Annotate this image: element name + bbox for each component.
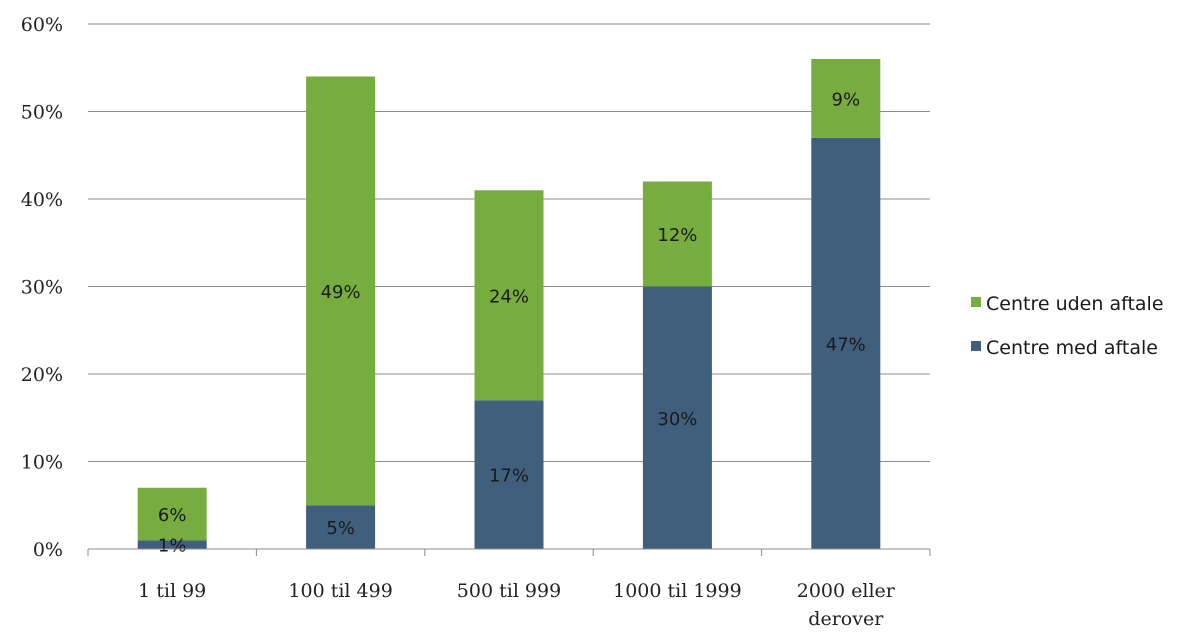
bar-segment (642, 181, 712, 287)
y-axis-tick-labels: 0% 10% 20% 30% 40% 50% 60% (21, 14, 63, 561)
x-category-label: 2000 eller derover (797, 580, 896, 630)
y-tick-label: 60% (21, 14, 63, 36)
legend-label: Centre med aftale (986, 337, 1158, 359)
x-category-label: 1000 til 1999 (613, 580, 742, 602)
bar-segment (137, 487, 207, 541)
legend: Centre uden aftale Centre med aftale (971, 293, 1164, 359)
y-tick-label: 10% (21, 452, 63, 474)
x-category-label: 500 til 999 (457, 580, 561, 602)
bar-segment (474, 190, 544, 401)
data-labels: 1% 6% 5% 49% 17% 24% 30% 12% 47% 9% (158, 89, 866, 556)
x-category-label: 100 til 499 (288, 580, 392, 602)
x-category-label: 1 til 99 (138, 580, 206, 602)
y-tick-label: 30% (21, 277, 63, 299)
bar-segment (811, 137, 881, 549)
y-tick-label: 20% (21, 364, 63, 386)
bar-segment (306, 76, 376, 506)
legend-swatch (971, 341, 981, 351)
data-label: 30% (657, 409, 697, 430)
y-tick-label: 50% (21, 102, 63, 124)
data-label: 1% (158, 536, 187, 557)
legend-label: Centre uden aftale (986, 293, 1164, 315)
bar-segment (642, 286, 712, 549)
y-tick-label: 40% (21, 189, 63, 211)
bar-segment (306, 505, 376, 549)
bar-segment (811, 59, 881, 138)
data-label: 5% (326, 518, 355, 539)
bars (137, 59, 881, 549)
data-label: 47% (826, 334, 866, 355)
bar-segment (137, 540, 207, 549)
y-tick-label: 0% (33, 539, 63, 561)
data-label: 6% (158, 505, 187, 526)
bar-segment (474, 400, 544, 549)
legend-swatch (971, 297, 981, 307)
x-axis-category-labels: 1 til 99 100 til 499 500 til 999 1000 til 1… (138, 580, 896, 630)
data-label: 12% (657, 225, 697, 246)
data-label: 24% (489, 286, 529, 307)
data-label: 9% (832, 89, 861, 110)
x-axis (87, 548, 931, 556)
data-label: 49% (321, 282, 361, 303)
data-label: 17% (489, 466, 529, 487)
